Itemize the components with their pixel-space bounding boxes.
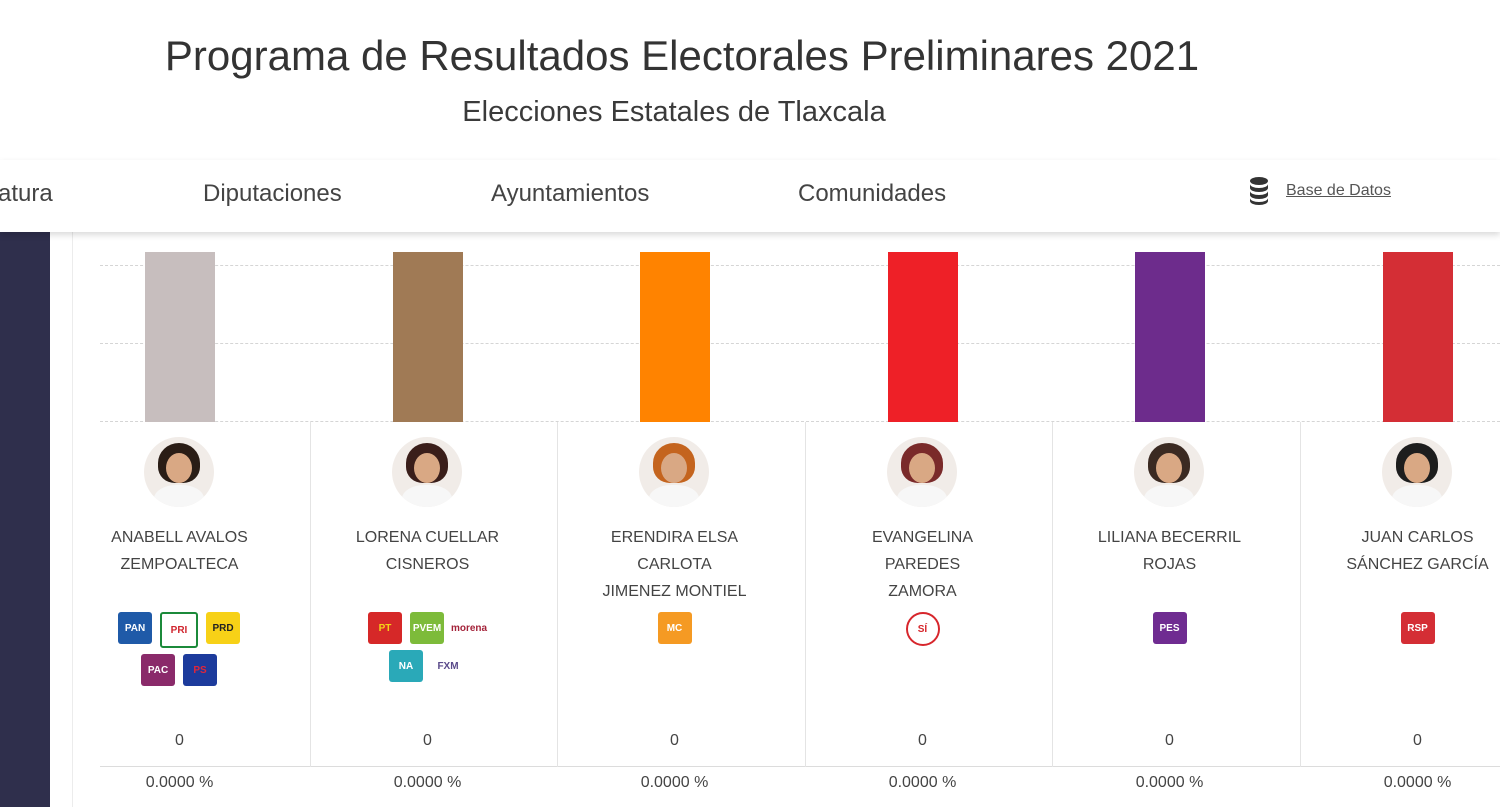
database-icon [1250,177,1268,205]
party-logo-rsp: RSP [1400,612,1435,644]
party-logo-ps: PS [183,654,217,686]
nav-item-diputaciones[interactable]: Diputaciones [203,180,342,207]
candidate-card: EVANGELINA PAREDES ZAMORA SÍ 0 0.0000 % [799,422,1046,807]
party-logos: SÍ [799,612,1046,646]
candidate-name: ERENDIRA ELSA CARLOTA JIMENEZ MONTIEL [602,529,747,600]
nav-item-gubernatura[interactable]: atura [0,180,53,207]
candidate-name: JUAN CARLOS SÁNCHEZ GARCÍA [1346,529,1489,573]
column-separator [1300,422,1301,767]
candidate-photo [144,437,214,507]
candidate-bar [640,252,710,422]
party-logos: RSP [1294,612,1500,644]
candidate-name: ANABELL AVALOS ZEMPOALTECA [111,529,248,573]
party-logo-fxm: FXM [431,650,465,682]
candidate-bar [1383,252,1453,422]
candidate-photo [639,437,709,507]
candidate-name: LORENA CUELLAR CISNEROS [355,529,500,573]
party-logo-pan: PAN [118,612,152,644]
nav-item-comunidades[interactable]: Comunidades [798,180,947,207]
party-logo-prd: PRD [206,612,240,644]
candidate-card: ANABELL AVALOS ZEMPOALTECA PAN PRI PRD PAC PS… [56,422,303,807]
party-logo-pac: PAC [141,654,175,686]
candidate-percent: 0.0000 % [145,774,214,791]
page-title: Programa de Resultados Electorales Preli… [164,32,1200,79]
candidate-votes: 0 [1165,732,1174,749]
candidate-votes: 0 [175,732,184,749]
candidate-votes: 0 [1413,732,1422,749]
nav-item-ayuntamientos[interactable]: Ayuntamientos [491,180,650,207]
candidate-votes: 0 [918,732,927,749]
party-logo-pvem: PVEM [410,612,444,644]
divider [100,766,1500,767]
candidate-photo [1134,437,1204,507]
candidate-card: JUAN CARLOS SÁNCHEZ GARCÍA RSP 0 0.0000 % [1294,422,1500,807]
column-separator [805,422,806,767]
candidate-percent: 0.0000 % [1135,774,1204,791]
candidate-card: LORENA CUELLAR CISNEROS PT PVEM morena NA FXM… [304,422,551,807]
chart-gridline [100,421,1500,422]
database-link-group[interactable]: Base de Datos [1248,176,1391,206]
database-link[interactable]: Base de Datos [1286,182,1391,199]
candidate-photo [887,437,957,507]
candidate-card: ERENDIRA ELSA CARLOTA JIMENEZ MONTIEL MC 0… [551,422,798,807]
candidate-name: EVANGELINA PAREDES ZAMORA [871,529,974,600]
candidate-percent: 0.0000 % [1383,774,1452,791]
candidate-votes: 0 [423,732,432,749]
column-separator [310,422,311,767]
main-nav: atura Diputaciones Ayuntamientos Comunid… [0,160,1500,232]
candidate-photo [392,437,462,507]
candidate-card: LILIANA BECERRIL ROJAS PES 0 0.0000 % [1046,422,1293,807]
party-logo-s: SÍ [905,612,940,646]
candidate-votes: 0 [670,732,679,749]
page-subtitle: Elecciones Estatales de Tlaxcala [462,96,886,128]
party-logo-pes: PES [1152,612,1187,644]
column-separator [557,422,558,767]
party-logos: MC [551,612,798,644]
chart-gridline [100,265,1500,266]
candidate-percent: 0.0000 % [888,774,957,791]
candidate-percent: 0.0000 % [393,774,462,791]
party-logos: PT PVEM morena NA FXM [357,612,497,682]
party-logo-mc: MC [657,612,692,644]
party-logo-pri: PRI [160,612,198,648]
results-chart [100,250,1500,422]
candidate-bar [1135,252,1205,422]
column-separator [1052,422,1053,767]
chart-gridline [100,343,1500,344]
party-logos: PES [1046,612,1293,644]
party-logo-na: NA [389,650,423,682]
party-logo-morena: morena [451,612,487,644]
panel-edge [72,232,73,807]
party-logos: PAN PRI PRD PAC PS [109,612,249,686]
candidate-photo [1382,437,1452,507]
party-logo-pt: PT [368,612,402,644]
candidate-bar [393,252,463,422]
candidate-name: LILIANA BECERRIL ROJAS [1097,529,1242,573]
candidate-bar [145,252,215,422]
sidebar [0,232,50,807]
candidate-bar [888,252,958,422]
candidate-percent: 0.0000 % [640,774,709,791]
candidates-area: ANABELL AVALOS ZEMPOALTECA PAN PRI PRD PAC PS… [100,422,1500,807]
